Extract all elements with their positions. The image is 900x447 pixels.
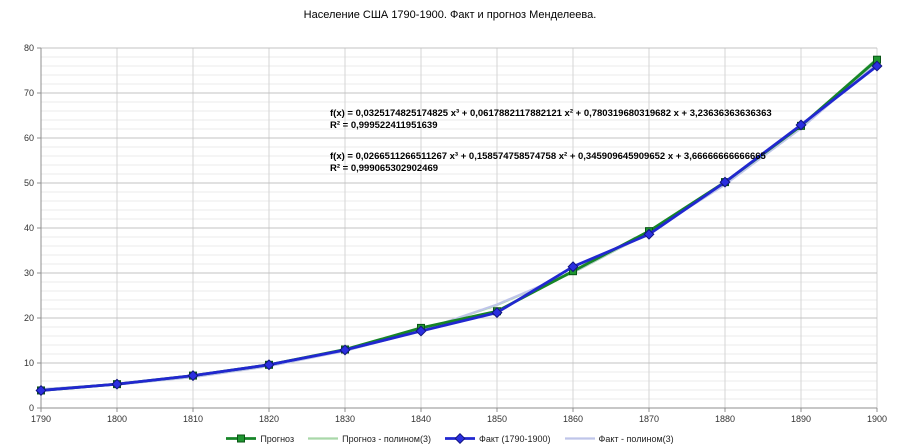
x-tick-label: 1860 — [563, 414, 583, 424]
series-0 — [37, 55, 881, 395]
legend-item: Факт - полином(3) — [564, 433, 674, 444]
y-tick-label: 0 — [29, 403, 34, 413]
legend-swatch — [564, 437, 595, 440]
legend-item: Прогноз - полином(3) — [308, 433, 431, 444]
chart-legend: Прогноз Прогноз - полином(3) Факт (1790-19… — [0, 433, 900, 444]
x-tick-label: 1890 — [791, 414, 811, 424]
r-squared-text: R² = 0,999065302902469 — [330, 163, 439, 174]
x-tick-label: 1800 — [107, 414, 127, 424]
legend-swatch — [308, 437, 339, 440]
legend-label: Прогноз - полином(3) — [342, 433, 431, 444]
y-tick-label: 70 — [24, 88, 34, 98]
marker-diamond — [415, 325, 427, 337]
y-tick-label: 60 — [24, 133, 34, 143]
y-tick-label: 80 — [24, 43, 34, 53]
legend-label: Прогноз — [260, 433, 295, 444]
marker-diamond — [187, 370, 199, 382]
marker-diamond — [719, 176, 731, 188]
legend-marker-diamond — [454, 433, 466, 444]
x-tick-label: 1900 — [867, 414, 887, 424]
legend-label: Факт (1790-1900) — [478, 433, 551, 444]
trendline-equation-fakt: f(x) = 0,0266511266511267 x³ + 0,1585747… — [330, 151, 766, 175]
x-tick-label: 1790 — [31, 414, 51, 424]
marker-diamond — [491, 307, 503, 319]
r-squared-text: R² = 0,999522411951639 — [330, 120, 438, 131]
marker-diamond — [795, 119, 807, 131]
marker-diamond — [35, 384, 47, 396]
equation-text: f(x) = 0,0325174825174825 x³ + 0,0617882… — [330, 108, 772, 119]
marker-diamond — [111, 378, 123, 390]
equation-text: f(x) = 0,0266511266511267 x³ + 0,1585747… — [330, 151, 766, 162]
legend-item: Прогноз — [226, 433, 294, 444]
x-tick-label: 1810 — [183, 414, 203, 424]
y-tick-label: 20 — [24, 313, 34, 323]
legend-item: Факт (1790-1900) — [444, 433, 551, 444]
x-tick-label: 1850 — [487, 414, 507, 424]
x-tick-label: 1830 — [335, 414, 355, 424]
legend-swatch — [226, 434, 257, 443]
marker-diamond — [339, 344, 351, 356]
x-tick-label: 1820 — [259, 414, 279, 424]
marker-diamond — [871, 60, 883, 72]
series-2 — [35, 60, 883, 396]
trendline-equation-prognoz: f(x) = 0,0325174825174825 x³ + 0,0617882… — [330, 108, 772, 132]
marker-diamond — [643, 228, 655, 240]
legend-swatch — [444, 433, 475, 444]
legend-marker-square — [237, 434, 246, 443]
legend-label: Факт - полином(3) — [598, 433, 674, 444]
marker-diamond — [567, 261, 579, 273]
x-tick-label: 1840 — [411, 414, 431, 424]
y-tick-label: 10 — [24, 358, 34, 368]
x-tick-label: 1870 — [639, 414, 659, 424]
chart-title: Население США 1790-1900. Факт и прогноз … — [303, 9, 597, 21]
y-tick-label: 50 — [24, 178, 34, 188]
x-tick-label: 1880 — [715, 414, 735, 424]
y-tick-label: 30 — [24, 268, 34, 278]
y-tick-label: 40 — [24, 223, 34, 233]
series-line — [39, 64, 879, 392]
marker-diamond — [263, 359, 275, 371]
